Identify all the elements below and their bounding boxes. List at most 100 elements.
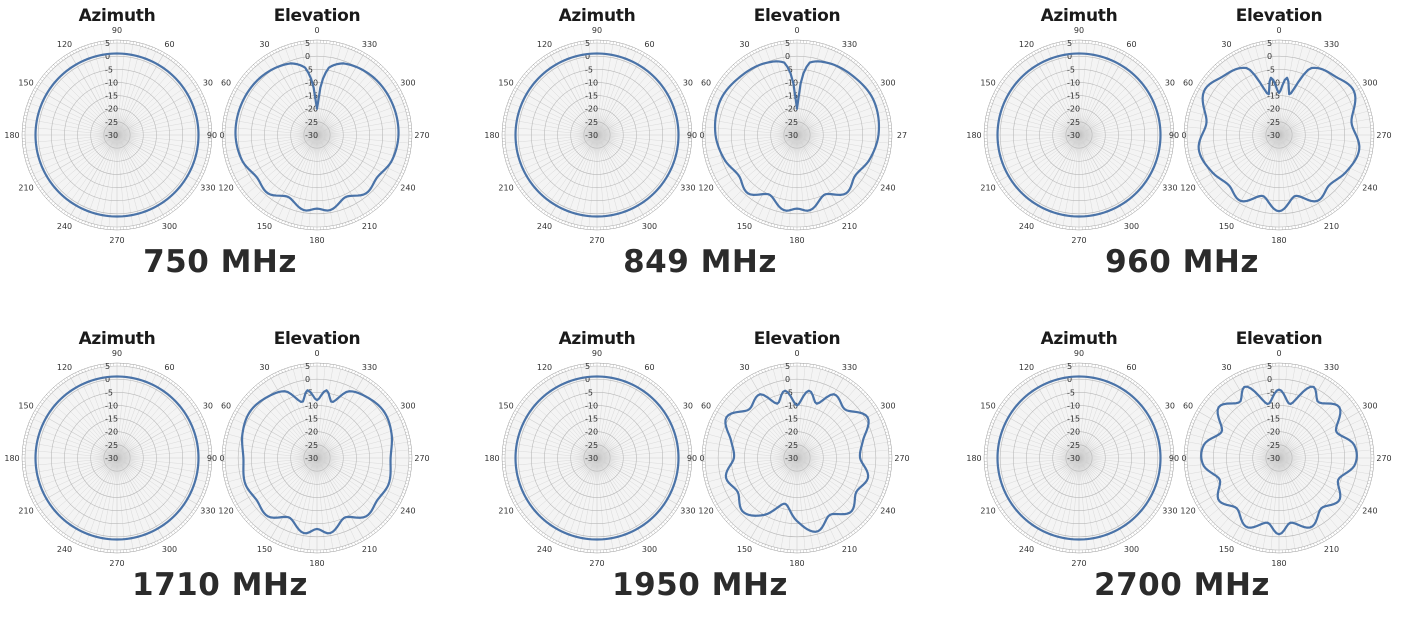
tick-mark — [995, 501, 998, 502]
tick-mark — [705, 480, 708, 481]
tick-mark — [181, 390, 183, 392]
tick-mark — [176, 205, 178, 207]
tick-mark — [1341, 64, 1343, 66]
tick-mark — [363, 215, 365, 218]
tick-mark — [406, 480, 409, 481]
tick-mark — [44, 517, 46, 519]
tick-mark — [36, 184, 39, 186]
tick-mark — [565, 544, 566, 547]
tick-mark — [1002, 79, 1004, 81]
angle-tick-label: 120 — [57, 363, 72, 372]
radial-tick-label: -30 — [785, 454, 798, 463]
tick-mark — [1186, 115, 1189, 116]
tick-mark — [505, 480, 508, 481]
tick-mark — [831, 47, 832, 50]
angle-tick-label: 240 — [1019, 222, 1034, 231]
tick-mark — [285, 544, 286, 547]
polar-chart: 50-5-10-15-20-25-30906030033030027024021… — [0, 0, 234, 250]
radial-tick-label: -25 — [1267, 441, 1280, 450]
tick-mark — [1186, 477, 1189, 478]
tick-mark — [822, 546, 823, 549]
tick-mark — [661, 201, 663, 203]
angle-tick-label: 210 — [980, 507, 995, 516]
tick-mark — [1328, 54, 1330, 57]
tick-mark — [774, 43, 775, 46]
tick-mark — [1143, 524, 1145, 526]
tick-mark — [75, 373, 76, 376]
tick-mark — [1153, 512, 1155, 514]
tick-mark — [1147, 520, 1149, 522]
tick-mark — [813, 41, 814, 44]
tick-mark — [183, 522, 185, 524]
tick-mark — [651, 209, 653, 211]
tick-mark — [998, 507, 1001, 509]
radial-tick-label: 5 — [105, 39, 110, 48]
tick-mark — [251, 201, 253, 203]
tick-mark — [400, 416, 403, 417]
tick-mark — [1250, 45, 1251, 48]
tick-mark — [716, 184, 719, 186]
tick-mark — [1295, 549, 1296, 552]
tick-mark — [1110, 369, 1111, 372]
tick-mark — [1192, 96, 1195, 97]
tick-mark — [136, 365, 137, 368]
tick-mark — [1253, 546, 1254, 549]
tick-mark — [259, 383, 261, 385]
tick-mark — [94, 43, 95, 46]
tick-mark — [813, 549, 814, 552]
tick-mark — [1004, 192, 1006, 194]
tick-mark — [166, 536, 168, 539]
radial-tick-label: 5 — [1067, 39, 1072, 48]
tick-mark — [223, 474, 226, 475]
tick-mark — [393, 509, 395, 511]
tick-mark — [291, 546, 292, 549]
tick-mark — [267, 213, 269, 216]
tick-mark — [878, 178, 881, 179]
tick-mark — [151, 370, 152, 373]
tick-mark — [51, 390, 53, 392]
angle-tick-label: 60 — [1183, 402, 1193, 411]
tick-mark — [78, 219, 79, 222]
angle-tick-label: 120 — [1180, 507, 1195, 516]
tick-mark — [148, 46, 149, 49]
tick-mark — [881, 419, 884, 420]
tick-mark — [1133, 58, 1135, 60]
tick-mark — [656, 62, 658, 64]
tick-mark — [181, 201, 183, 203]
tick-mark — [342, 44, 343, 47]
tick-mark — [869, 77, 871, 79]
tick-mark — [1223, 532, 1225, 534]
tick-mark — [189, 77, 191, 79]
radial-tick-label: 5 — [785, 39, 790, 48]
tick-mark — [1343, 201, 1345, 203]
tick-mark — [357, 373, 358, 376]
tick-mark — [249, 69, 251, 71]
tick-mark — [342, 367, 343, 370]
tick-mark — [1194, 93, 1197, 94]
angle-tick-label: 300 — [642, 222, 657, 231]
tick-mark — [669, 192, 671, 194]
radial-tick-label: -20 — [105, 428, 118, 437]
tick-mark — [761, 370, 762, 373]
tick-mark — [1110, 544, 1111, 547]
tick-mark — [385, 394, 387, 396]
tick-mark — [558, 542, 559, 545]
tick-mark — [154, 219, 155, 222]
tick-mark — [235, 411, 238, 413]
tick-mark — [1190, 103, 1193, 104]
tick-mark — [154, 542, 155, 545]
tick-mark — [1050, 545, 1051, 548]
tick-mark — [1188, 160, 1191, 161]
tick-mark — [510, 419, 513, 420]
tick-mark — [408, 442, 411, 443]
tick-mark — [510, 495, 513, 496]
tick-mark — [568, 222, 569, 225]
tick-mark — [739, 383, 741, 385]
tick-mark — [1119, 373, 1120, 376]
radial-tick-label: -25 — [585, 441, 598, 450]
radial-tick-label: 5 — [1267, 362, 1272, 371]
tick-mark — [368, 211, 370, 213]
tick-mark — [1351, 192, 1353, 194]
tick-mark — [1226, 379, 1228, 381]
tick-mark — [822, 367, 823, 370]
